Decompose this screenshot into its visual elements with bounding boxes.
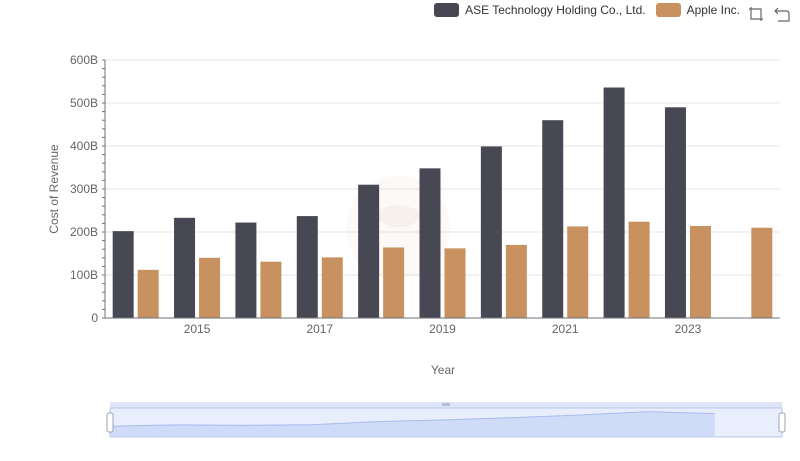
toolbox (748, 6, 790, 22)
x-tick-label: 2021 (552, 322, 579, 336)
bar-ase-2023[interactable] (664, 107, 686, 318)
legend-item-0[interactable]: ASE Technology Holding Co., Ltd. (434, 3, 646, 17)
slider-handle-right[interactable] (778, 412, 786, 433)
bar-apple-2024[interactable] (751, 227, 773, 318)
restore-icon[interactable] (774, 6, 790, 22)
slider-series-line (109, 411, 715, 427)
bar-apple-2014[interactable] (137, 269, 159, 318)
bar-apple-2018[interactable] (383, 247, 405, 318)
bar-apple-2020[interactable] (505, 244, 527, 318)
zoom-icon[interactable] (748, 6, 764, 22)
bar-apple-2015[interactable] (199, 257, 221, 318)
bars (112, 87, 773, 319)
bar-ase-2020[interactable] (480, 146, 502, 318)
bar-apple-2022[interactable] (628, 221, 650, 318)
slider-series-area (110, 411, 715, 437)
bar-ase-2014[interactable] (112, 231, 134, 318)
tick-labels: 0 100B 200B 300B 400B 500B 600B 2015 2017 2019 202… (70, 53, 702, 336)
y-tick-label: 300B (70, 182, 98, 196)
y-tick-label: 600B (70, 53, 98, 67)
y-tick-label: 500B (70, 96, 98, 110)
bar-apple-2017[interactable] (321, 257, 343, 318)
slider-grip[interactable] (442, 403, 450, 406)
bar-apple-2019[interactable] (444, 248, 466, 318)
axes (102, 59, 780, 319)
legend-label: Apple Inc. (686, 3, 740, 17)
y-tick-label: 200B (70, 225, 98, 239)
y-tick-label: 0 (91, 311, 98, 325)
data-zoom-slider[interactable] (106, 402, 786, 438)
x-tick-label: 2015 (184, 322, 211, 336)
legend: ASE Technology Holding Co., Ltd. Apple In… (434, 3, 740, 17)
bar-apple-2016[interactable] (260, 261, 282, 318)
x-tick-label: 2023 (675, 322, 702, 336)
slider-handle-left[interactable] (106, 412, 114, 433)
y-axis-title: Cost of Revenue (47, 144, 61, 234)
bar-ase-2018[interactable] (358, 184, 380, 318)
legend-swatch (655, 3, 681, 17)
x-tick-label: 2017 (306, 322, 333, 336)
y-tick-label: 100B (70, 268, 98, 282)
legend-item-1[interactable]: Apple Inc. (655, 3, 740, 17)
x-axis-title: Year (431, 363, 455, 377)
bar-apple-2023[interactable] (689, 225, 711, 318)
bar-ase-2019[interactable] (419, 168, 441, 318)
bar-ase-2016[interactable] (235, 222, 257, 318)
y-tick-label: 400B (70, 139, 98, 153)
bar-apple-2021[interactable] (567, 226, 589, 318)
legend-swatch (434, 3, 460, 17)
bar-ase-2021[interactable] (542, 120, 564, 318)
bar-ase-2017[interactable] (296, 216, 318, 318)
legend-label: ASE Technology Holding Co., Ltd. (465, 3, 646, 17)
bar-ase-2015[interactable] (174, 217, 196, 318)
x-tick-label: 2019 (429, 322, 456, 336)
bar-ase-2022[interactable] (603, 87, 625, 319)
